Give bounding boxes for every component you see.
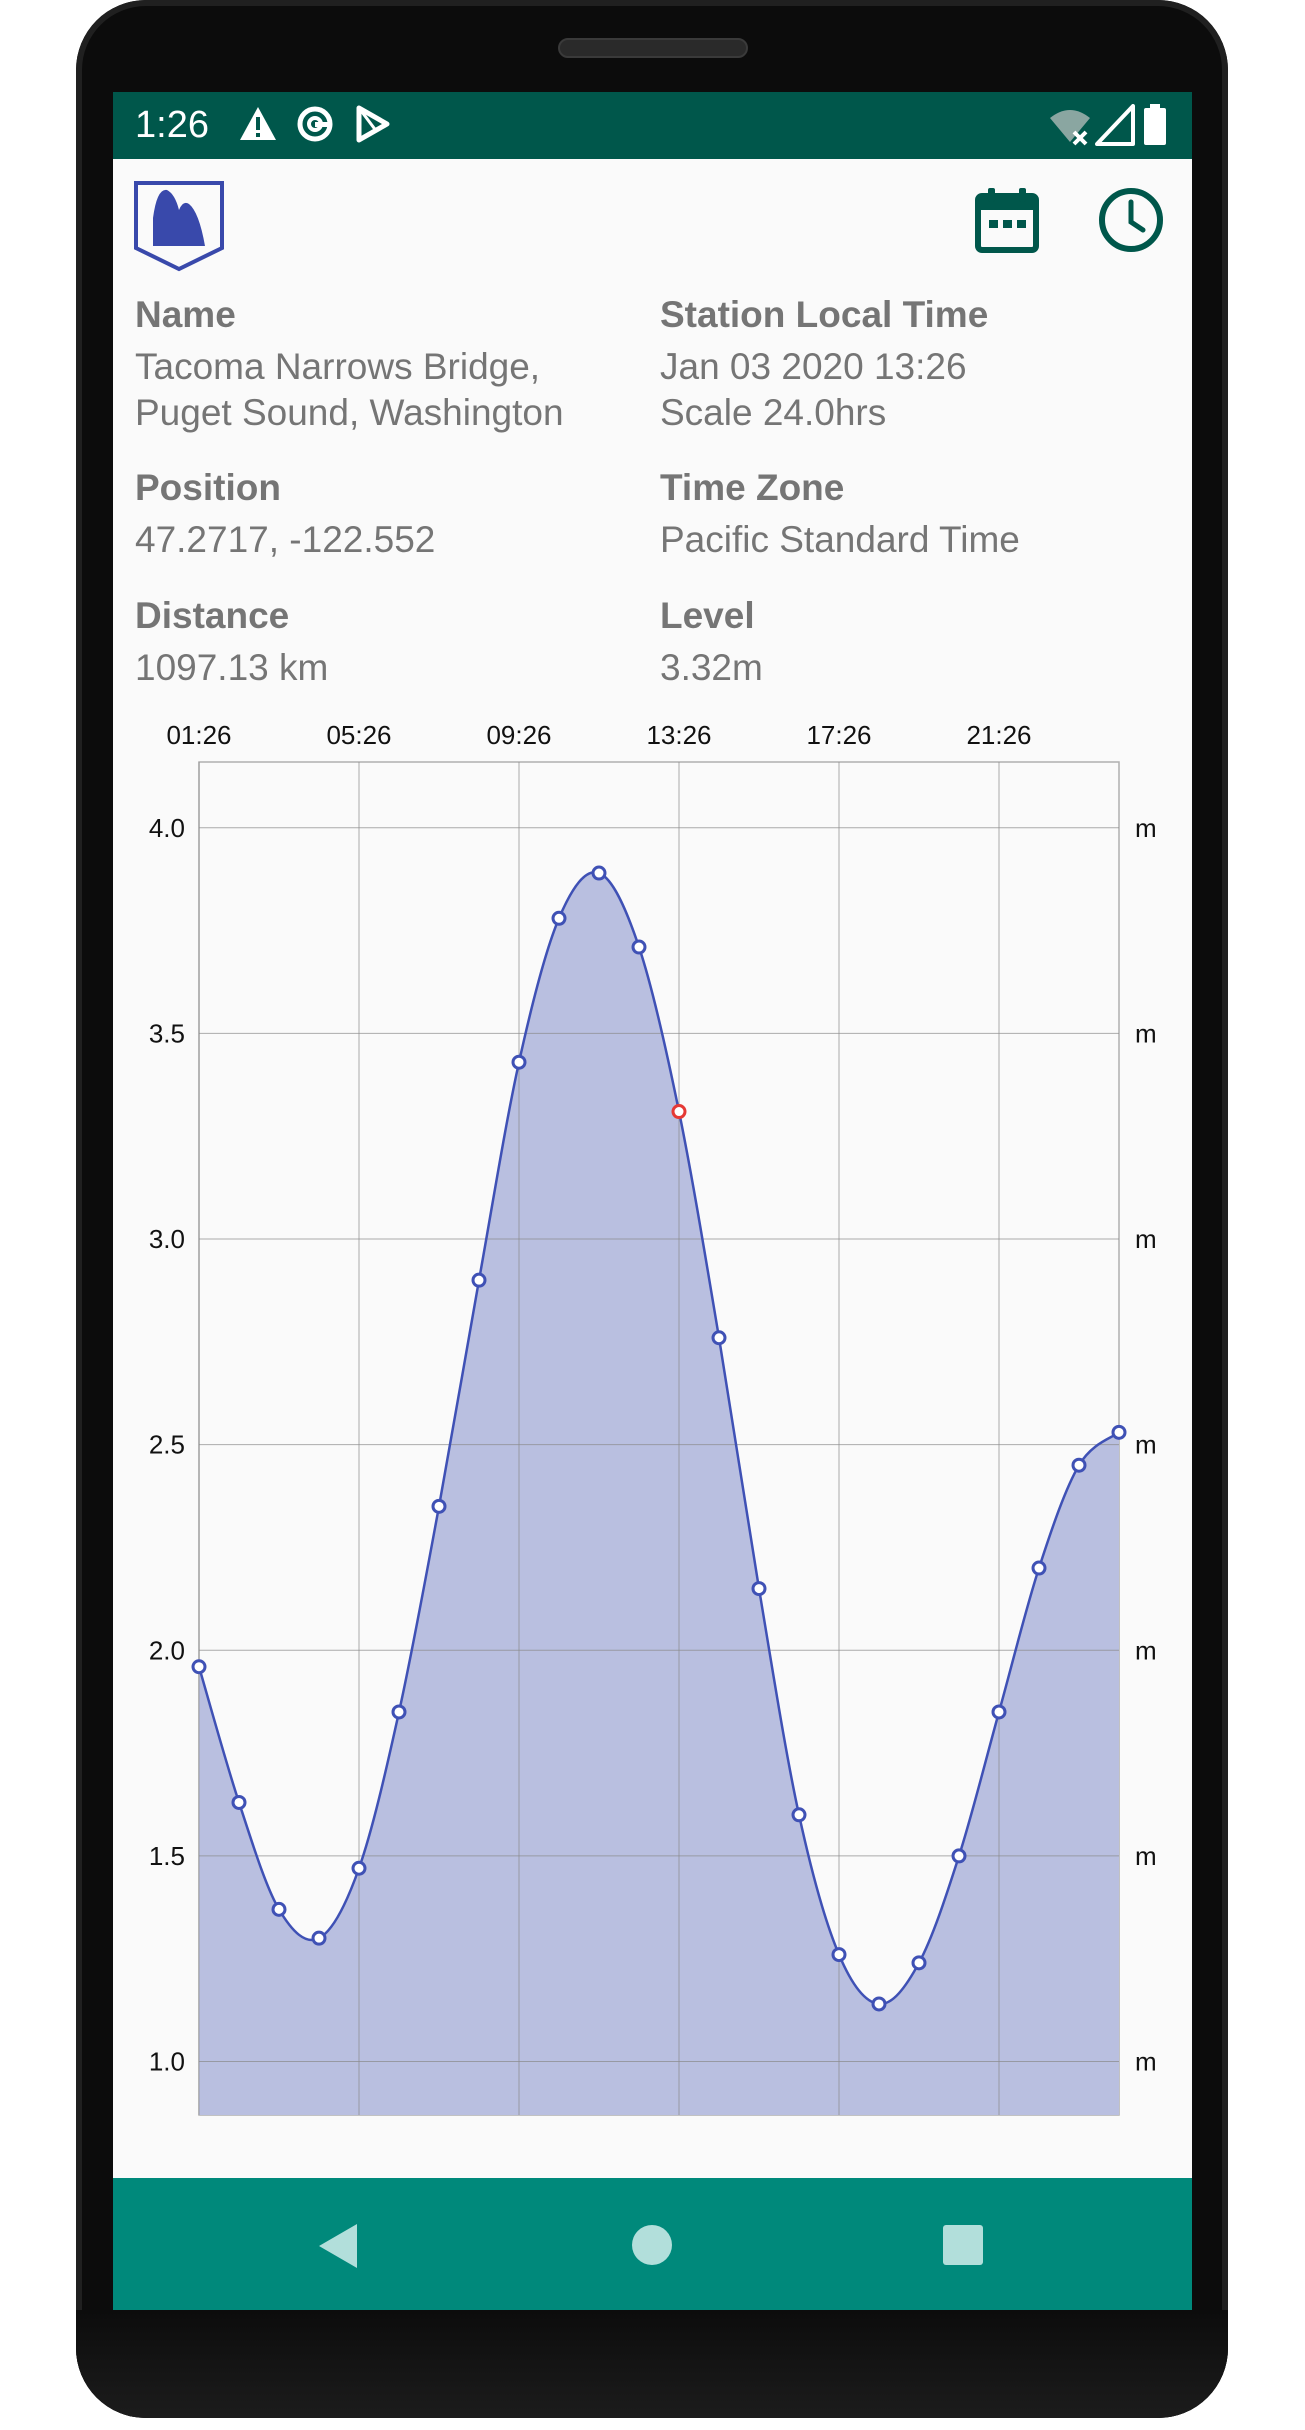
clock-icon[interactable]	[1097, 186, 1165, 254]
y-unit-label: m	[1135, 1018, 1157, 1048]
current-level-point[interactable]	[671, 1104, 687, 1120]
position-value: 47.2717, -122.552	[135, 519, 436, 560]
tide-point[interactable]	[311, 1930, 327, 1946]
y-unit-label: m	[1135, 1224, 1157, 1254]
x-tick-label: 13:26	[646, 720, 711, 750]
tide-point[interactable]	[831, 1947, 847, 1963]
tide-logo-icon[interactable]	[133, 180, 225, 272]
play-store-icon	[356, 105, 390, 143]
tide-point[interactable]	[351, 1860, 367, 1876]
tide-point[interactable]	[1111, 1424, 1127, 1440]
calendar-icon[interactable]	[975, 186, 1039, 254]
y-tick-label: 3.0	[149, 1224, 185, 1254]
station-name-line1: Tacoma Narrows Bridge,	[135, 346, 541, 387]
x-tick-label: 21:26	[966, 720, 1031, 750]
tide-point[interactable]	[991, 1704, 1007, 1720]
x-tick-label: 01:26	[166, 720, 231, 750]
y-unit-label: m	[1135, 813, 1157, 843]
app-screen: 1:26	[113, 92, 1192, 2310]
tide-point[interactable]	[631, 939, 647, 955]
back-icon[interactable]	[315, 2222, 361, 2270]
tide-point[interactable]	[1031, 1560, 1047, 1576]
tide-point[interactable]	[471, 1272, 487, 1288]
station-time-value: Jan 03 2020 13:26	[660, 346, 967, 387]
y-tick-label: 2.5	[149, 1430, 185, 1460]
distance-label: Distance	[135, 595, 290, 636]
y-unit-label: m	[1135, 2047, 1157, 2077]
home-icon[interactable]	[631, 2224, 673, 2266]
tide-point[interactable]	[871, 1996, 887, 2012]
distance-value: 1097.13 km	[135, 647, 329, 688]
tide-point[interactable]	[711, 1330, 727, 1346]
position-label: Position	[135, 467, 281, 508]
x-tick-label: 05:26	[326, 720, 391, 750]
y-unit-label: m	[1135, 1841, 1157, 1871]
scale-value: Scale 24.0hrs	[660, 392, 887, 433]
timezone-value: Pacific Standard Time	[660, 519, 1020, 560]
y-tick-label: 1.0	[149, 2047, 185, 2077]
phone-chin	[76, 2310, 1228, 2418]
name-label: Name	[135, 294, 236, 335]
wifi-off-icon	[1050, 110, 1090, 146]
tide-point[interactable]	[231, 1794, 247, 1810]
tide-area-fill	[199, 872, 1119, 2116]
tide-point[interactable]	[511, 1054, 527, 1070]
tide-point[interactable]	[751, 1581, 767, 1597]
station-name-line2: Puget Sound, Washington	[135, 392, 564, 433]
recents-icon[interactable]	[942, 2224, 984, 2266]
tide-point[interactable]	[911, 1955, 927, 1971]
status-time: 1:26	[135, 104, 209, 146]
station-time-label: Station Local Time	[660, 294, 989, 335]
tide-point[interactable]	[951, 1848, 967, 1864]
y-tick-label: 3.5	[149, 1018, 185, 1048]
tide-point[interactable]	[591, 865, 607, 881]
signal-icon	[1095, 104, 1135, 146]
sync-icon	[297, 106, 333, 142]
phone-speaker	[558, 38, 748, 58]
warning-icon	[240, 107, 276, 140]
y-unit-label: m	[1135, 1430, 1157, 1460]
tide-point[interactable]	[391, 1704, 407, 1720]
tide-point[interactable]	[271, 1901, 287, 1917]
battery-icon	[1144, 104, 1166, 145]
tide-point[interactable]	[551, 910, 567, 926]
timezone-label: Time Zone	[660, 467, 845, 508]
y-tick-label: 2.0	[149, 1635, 185, 1665]
tide-point[interactable]	[791, 1807, 807, 1823]
navigation-bar	[113, 2178, 1192, 2310]
status-bar: 1:26	[113, 92, 1192, 159]
x-tick-label: 17:26	[806, 720, 871, 750]
y-tick-label: 4.0	[149, 813, 185, 843]
tide-point[interactable]	[191, 1659, 207, 1675]
tide-chart[interactable]: 4.0 m 3.5 m 3.0 m 2.5 m 2.0 m 1.5 m 1.0 m 01:26 05:26 09…	[113, 92, 1192, 2178]
tide-point[interactable]	[1071, 1457, 1087, 1473]
level-value: 3.32m	[660, 647, 763, 688]
y-tick-label: 1.5	[149, 1841, 185, 1871]
y-unit-label: m	[1135, 1635, 1157, 1665]
level-label: Level	[660, 595, 755, 636]
tide-point[interactable]	[431, 1498, 447, 1514]
x-tick-label: 09:26	[486, 720, 551, 750]
